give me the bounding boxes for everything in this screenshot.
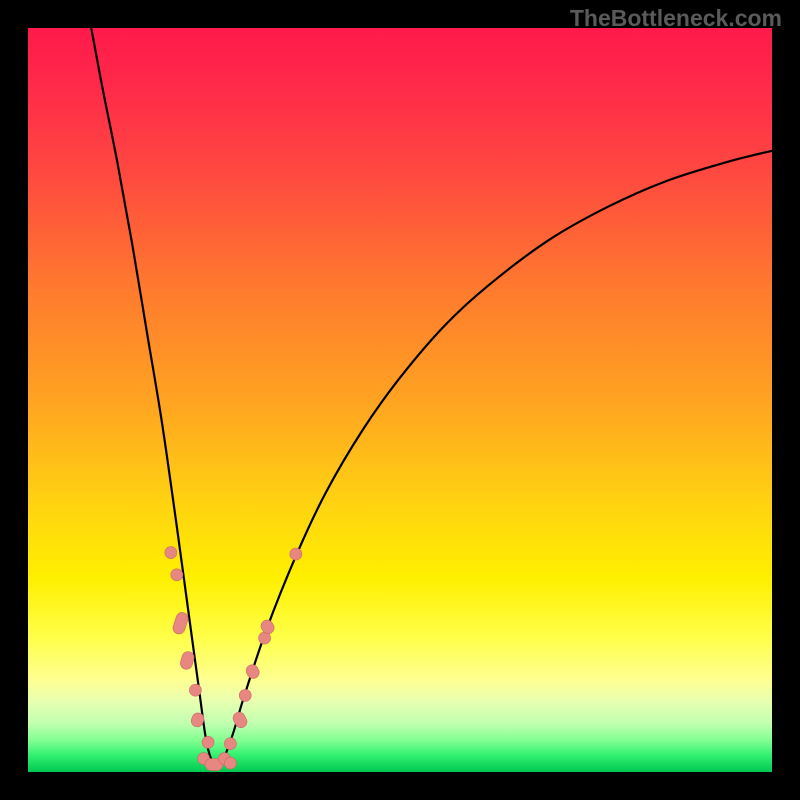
data-marker — [290, 548, 302, 560]
plot-svg — [28, 28, 772, 772]
plot-background — [28, 28, 772, 772]
chart-frame: TheBottleneck.com — [0, 0, 800, 800]
data-marker — [171, 569, 183, 581]
data-marker — [202, 736, 214, 748]
data-marker — [224, 757, 236, 769]
data-marker — [224, 738, 236, 750]
watermark-text: TheBottleneck.com — [570, 5, 782, 32]
plot-area — [28, 28, 772, 772]
data-marker — [239, 689, 251, 701]
data-marker — [189, 684, 201, 696]
data-marker — [165, 547, 177, 559]
